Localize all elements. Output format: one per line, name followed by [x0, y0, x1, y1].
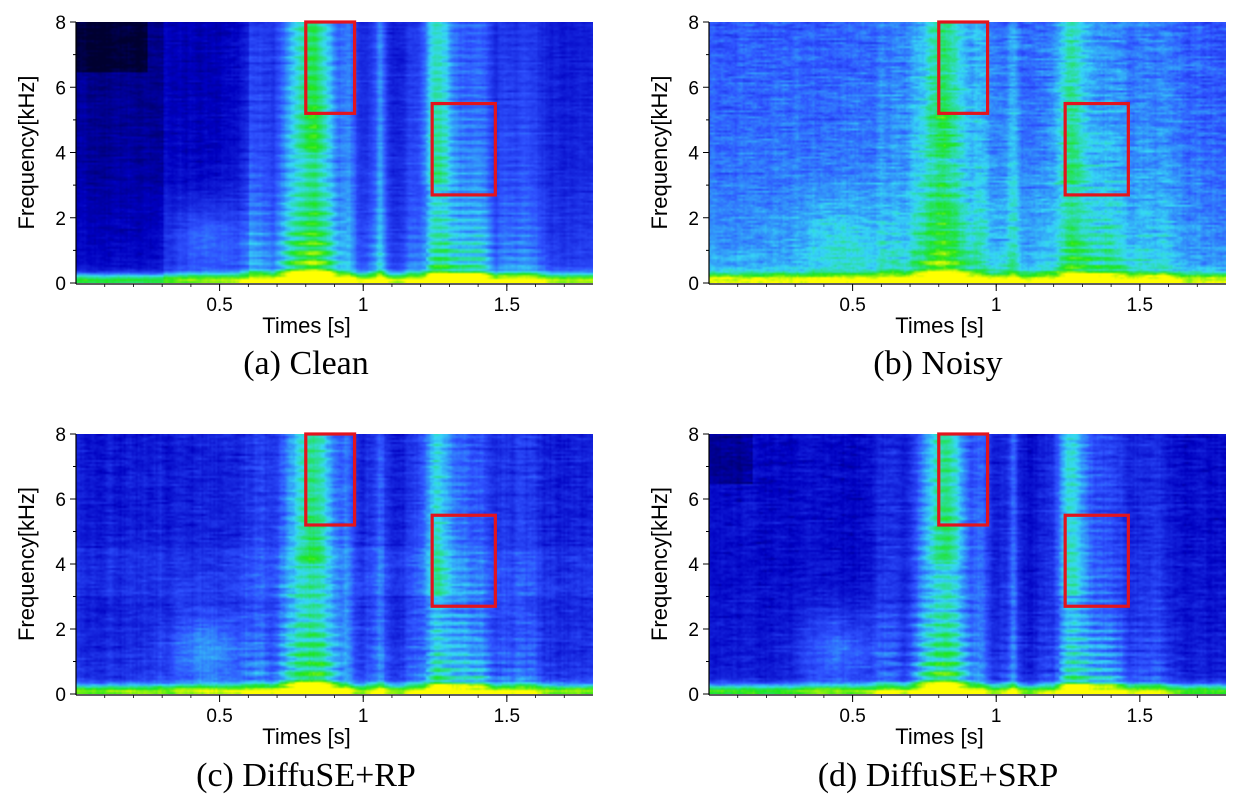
y-tick-label: 2: [688, 209, 699, 230]
x-tick-label: 1.5: [1127, 706, 1153, 727]
spectrogram-image: [709, 22, 1226, 283]
y-tick-label: 4: [688, 144, 699, 165]
x-tick-label: 1.5: [494, 706, 520, 727]
spectrogram-image: [76, 434, 593, 694]
x-tick-label: 0.5: [206, 295, 232, 316]
y-tick-label: 0: [688, 685, 699, 706]
y-axis-label: Frequency[kHz]: [647, 75, 672, 229]
y-tick-label: 6: [55, 78, 66, 99]
y-tick-label: 4: [55, 555, 66, 576]
x-tick-label: 1: [991, 706, 1002, 727]
x-axis-label: Times [s]: [262, 724, 350, 749]
highlight-box: [430, 513, 497, 608]
y-tick-label: 4: [688, 555, 699, 576]
highlight-box: [1063, 513, 1130, 608]
y-tick-label: 2: [55, 209, 66, 230]
panel-diffuse-rp: 0 2 4 6 8 0.5 1 1.5 Frequency[kHz] Times [s] (…: [14, 425, 593, 794]
panel-caption: (b) Noisy: [873, 345, 1002, 382]
y-tick-label: 2: [55, 620, 66, 641]
y-tick-label: 0: [688, 274, 699, 295]
y-tick-label: 8: [688, 425, 699, 446]
x-tick-label: 1.5: [494, 295, 520, 316]
highlight-box: [304, 432, 357, 527]
y-tick-label: 2: [688, 620, 699, 641]
panel-caption: (a) Clean: [243, 345, 369, 382]
y-axis-label: Frequency[kHz]: [14, 75, 39, 229]
spectrogram-image: [709, 434, 1226, 694]
x-tick-label: 0.5: [839, 706, 865, 727]
highlight-box: [304, 20, 357, 115]
x-axis-label: Times [s]: [895, 724, 983, 749]
x-tick-label: 1: [358, 706, 369, 727]
x-axis-label: Times [s]: [895, 313, 983, 338]
highlight-box: [937, 432, 990, 527]
y-tick-label: 8: [688, 13, 699, 34]
x-tick-label: 1: [991, 295, 1002, 316]
y-tick-label: 8: [55, 13, 66, 34]
highlight-box: [1063, 101, 1130, 197]
y-tick-label: 8: [55, 425, 66, 446]
y-tick-label: 0: [55, 685, 66, 706]
x-tick-label: 1.5: [1127, 295, 1153, 316]
highlight-box: [937, 20, 990, 115]
panel-diffuse-srp: 0 2 4 6 8 0.5 1 1.5 Frequency[kHz] Times [s] (…: [647, 425, 1226, 794]
y-tick-label: 6: [688, 490, 699, 511]
y-tick-label: 0: [55, 274, 66, 295]
x-tick-label: 0.5: [206, 706, 232, 727]
y-tick-label: 6: [688, 78, 699, 99]
y-tick-label: 6: [55, 490, 66, 511]
panel-noisy: 0 2 4 6 8 0.5 1 1.5 Frequency[kHz] Times [s] (…: [647, 13, 1226, 382]
y-axis-label: Frequency[kHz]: [14, 487, 39, 641]
x-tick-label: 1: [358, 295, 369, 316]
y-tick-label: 4: [55, 144, 66, 165]
spectrogram-image: [76, 22, 593, 283]
panel-caption: (d) DiffuSE+SRP: [818, 757, 1059, 794]
panel-caption: (c) DiffuSE+RP: [196, 757, 416, 794]
highlight-box: [430, 101, 497, 197]
panel-clean: 0 2 4 6 8 0.5 1 1.5 Frequency[kHz] Times [s] (…: [14, 13, 593, 382]
x-tick-label: 0.5: [839, 295, 865, 316]
x-axis-label: Times [s]: [262, 313, 350, 338]
y-axis-label: Frequency[kHz]: [647, 487, 672, 641]
